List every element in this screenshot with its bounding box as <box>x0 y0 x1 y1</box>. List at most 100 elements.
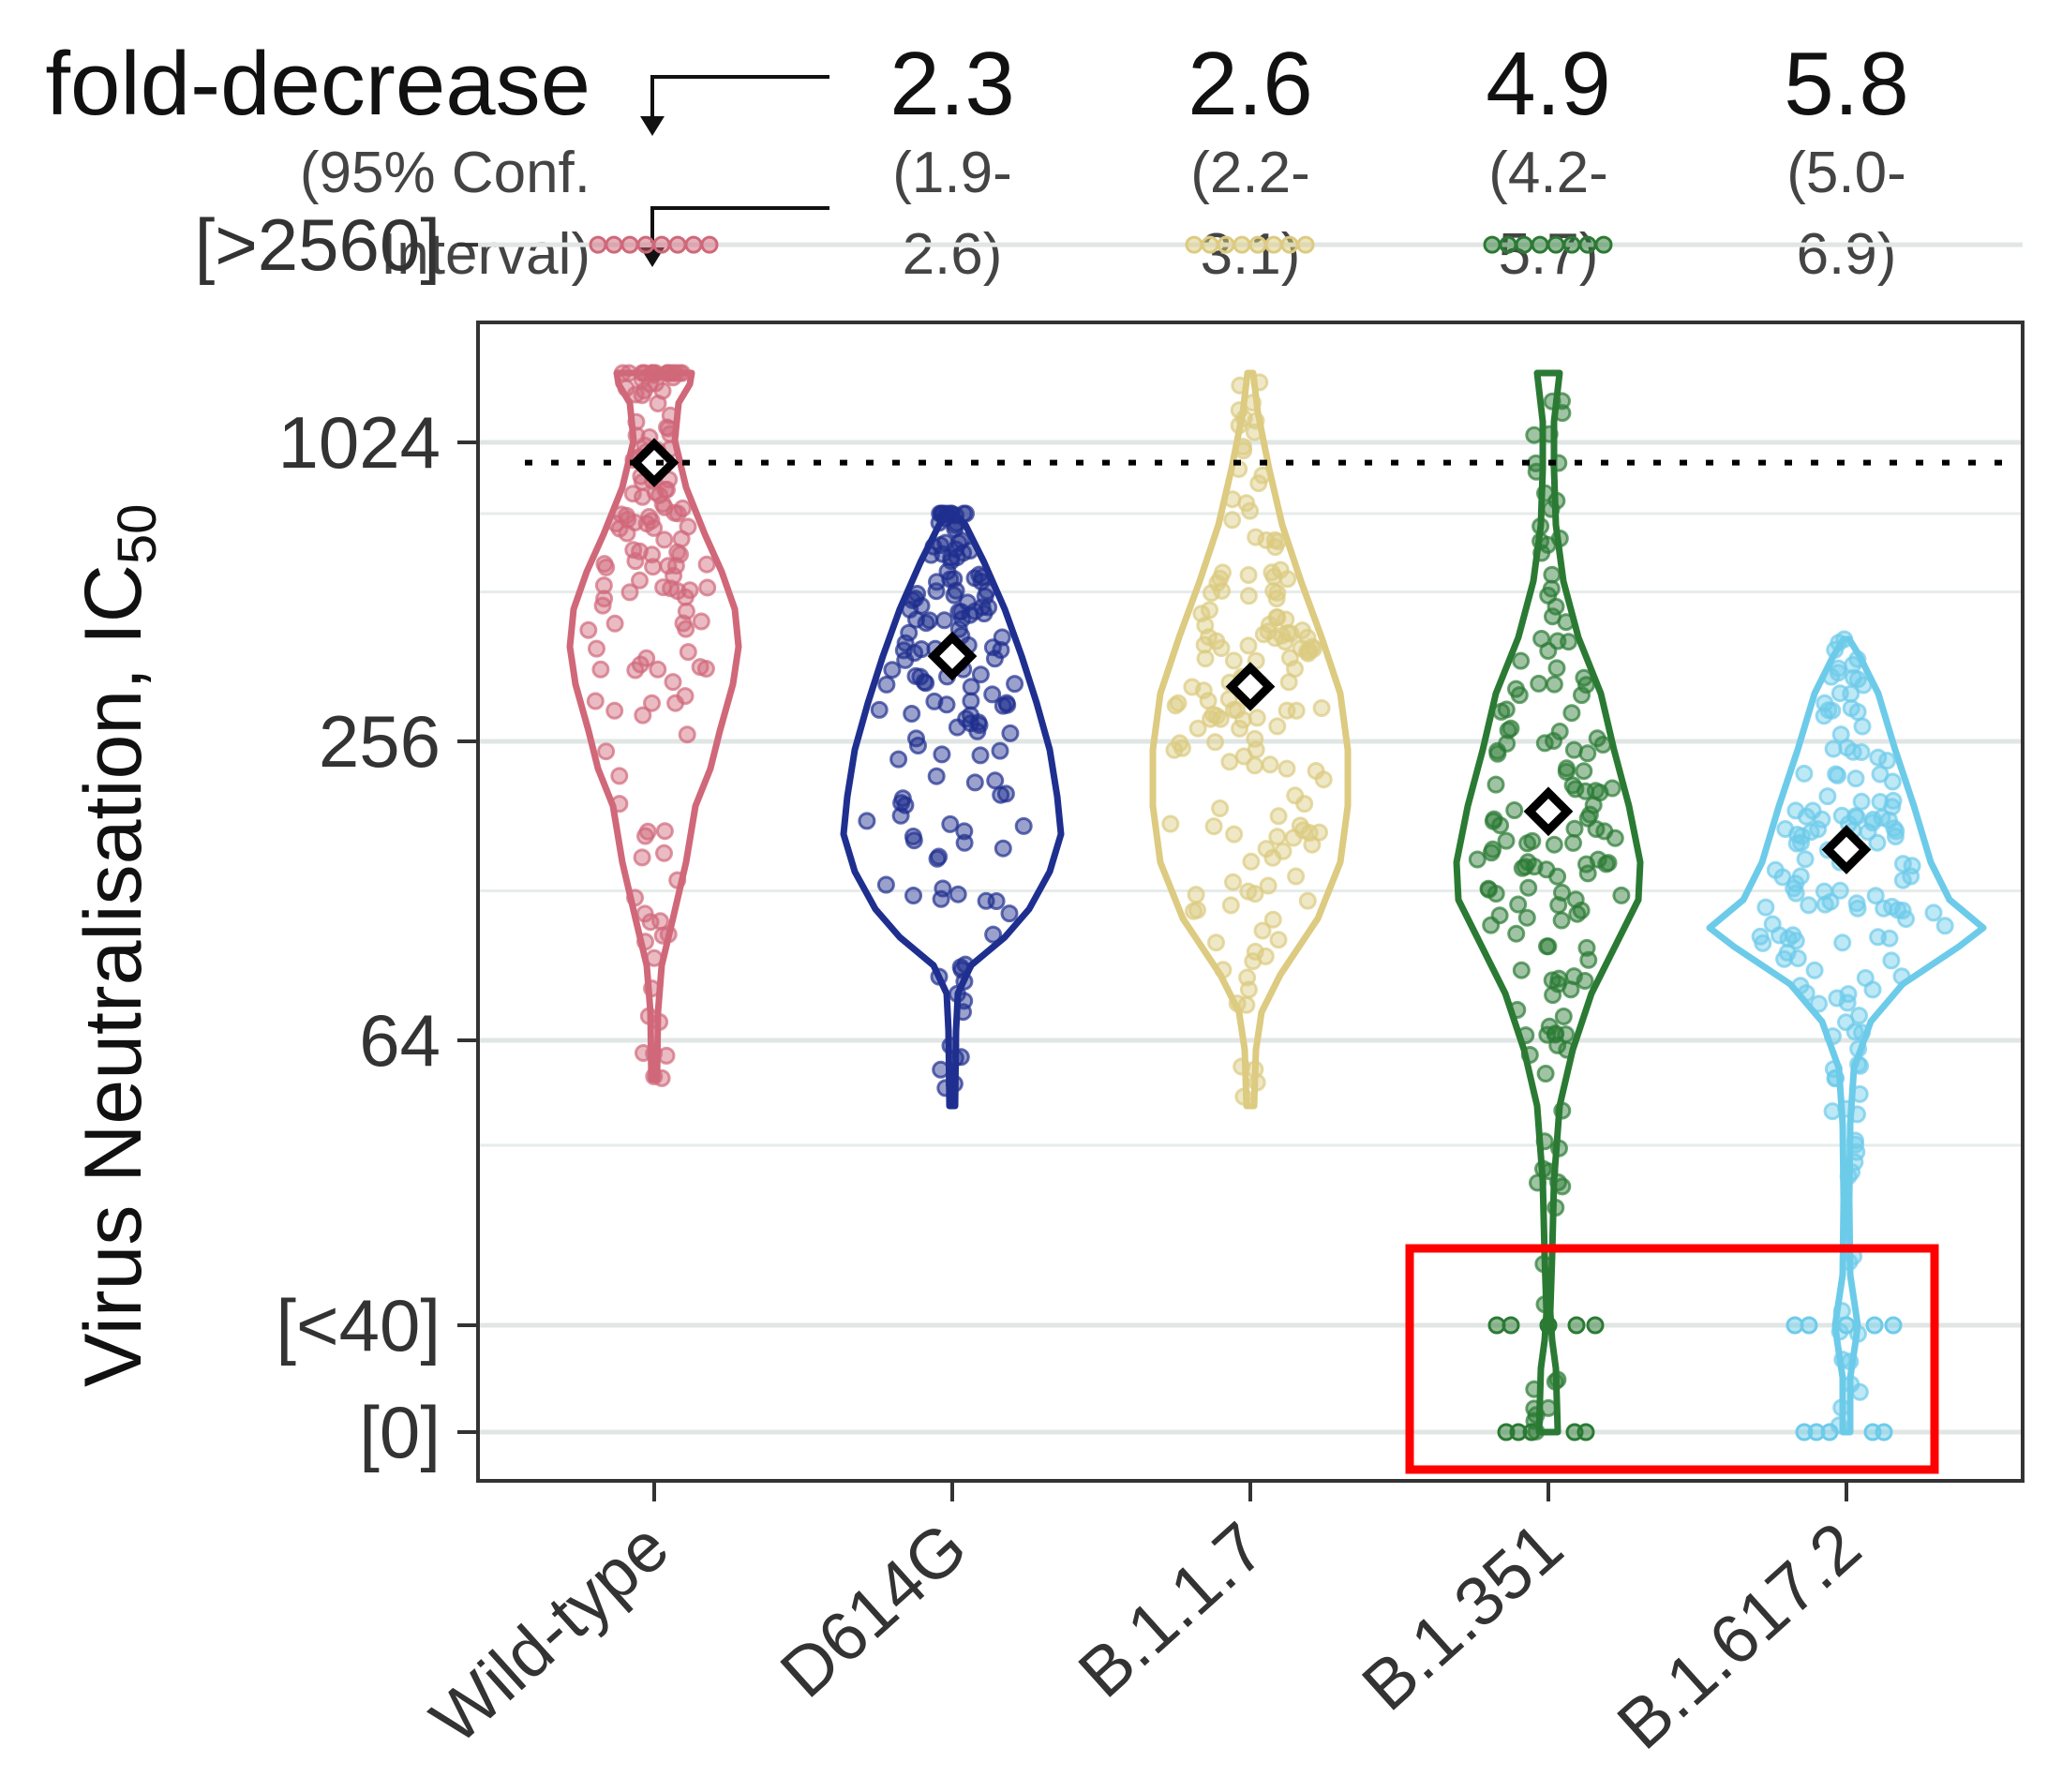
data-point <box>920 611 939 630</box>
data-point <box>1225 825 1244 844</box>
data-point <box>1515 235 1533 254</box>
data-point <box>1298 891 1317 910</box>
data-point <box>1509 895 1528 914</box>
data-point <box>677 620 695 638</box>
data-point <box>1479 880 1498 899</box>
data-point <box>1866 887 1885 905</box>
data-point <box>1268 828 1287 846</box>
data-point <box>1869 748 1888 767</box>
ci-upper: 3.1) <box>1201 222 1301 287</box>
data-point <box>659 557 678 575</box>
data-point <box>1281 624 1300 643</box>
fold-arrow-1 <box>640 75 829 136</box>
data-point <box>649 660 667 679</box>
data-point <box>947 581 965 600</box>
data-point <box>949 603 968 621</box>
data-point <box>1242 852 1261 871</box>
data-point <box>636 827 654 845</box>
data-point <box>605 614 624 633</box>
data-point <box>1284 829 1303 847</box>
data-point <box>1893 871 1912 889</box>
data-point <box>1801 823 1820 842</box>
data-point <box>1484 840 1502 859</box>
x-axis: Wild-type D614G B.1.1.7 B.1.351 B.1.617.2 <box>416 1481 1875 1764</box>
data-point <box>1564 967 1583 986</box>
data-point <box>883 661 902 679</box>
data-point <box>679 517 697 536</box>
data-point <box>927 767 946 785</box>
data-point <box>949 885 967 903</box>
data-point <box>1267 590 1286 608</box>
ci-label-line1: (95% Conf. <box>300 141 590 205</box>
data-point <box>1523 831 1542 850</box>
data-point <box>620 235 639 254</box>
data-point <box>605 235 623 254</box>
data-point <box>657 1046 676 1065</box>
data-point <box>1848 899 1867 918</box>
data-point <box>1224 651 1243 670</box>
data-point <box>1546 597 1565 616</box>
data-point <box>664 673 682 692</box>
data-point <box>647 374 665 393</box>
data-point <box>1499 235 1517 254</box>
data-point <box>1778 944 1797 962</box>
data-point <box>1488 741 1507 760</box>
data-point <box>1491 816 1510 835</box>
data-point <box>1532 630 1551 648</box>
data-point <box>1766 860 1785 879</box>
data-point <box>1539 937 1558 956</box>
data-point <box>634 706 652 724</box>
data-point <box>1239 587 1258 605</box>
data-point <box>992 641 1010 659</box>
violin-outline <box>566 369 742 1083</box>
data-point <box>991 741 1009 760</box>
data-point <box>1211 569 1230 588</box>
data-point <box>1552 911 1571 930</box>
data-point <box>1935 917 1954 935</box>
data-point <box>906 666 925 685</box>
ci-lower: (4.2- <box>1488 141 1607 205</box>
data-point <box>1199 692 1218 710</box>
data-point <box>1268 717 1287 736</box>
data-point <box>877 675 896 694</box>
data-point <box>1548 867 1567 886</box>
data-point <box>1796 850 1815 869</box>
data-point <box>1239 566 1258 584</box>
data-point <box>1588 729 1606 748</box>
y-axis-label-subscript: 50 <box>107 504 168 565</box>
data-point <box>1543 565 1561 584</box>
data-point <box>1869 928 1888 947</box>
data-point <box>1868 833 1887 852</box>
data-point <box>1253 921 1272 940</box>
data-point <box>1572 901 1591 919</box>
data-point <box>1884 1316 1903 1335</box>
ci-label-line2: Interval) <box>381 222 590 287</box>
data-point <box>1502 1316 1520 1335</box>
data-point <box>971 746 990 765</box>
data-point <box>1810 994 1828 1013</box>
data-point <box>1233 235 1251 254</box>
violin-group <box>566 235 742 1087</box>
data-point <box>698 578 717 597</box>
data-point <box>1269 807 1288 826</box>
data-point <box>618 524 636 543</box>
data-point <box>1594 235 1613 254</box>
data-point <box>996 784 1015 803</box>
data-point <box>1792 833 1810 852</box>
y-tick-label: 64 <box>359 999 441 1082</box>
ci-lower: (2.2- <box>1190 141 1309 205</box>
data-point <box>1603 779 1621 798</box>
data-point <box>965 773 984 792</box>
data-point <box>1567 1316 1586 1335</box>
median-marker <box>1821 825 1872 874</box>
data-point <box>1893 855 1912 874</box>
data-point <box>1233 710 1252 729</box>
data-point <box>927 582 946 601</box>
data-point <box>1271 560 1290 579</box>
data-point <box>1549 896 1568 915</box>
data-point <box>1863 980 1882 999</box>
data-point <box>1885 819 1904 838</box>
data-point <box>1286 786 1305 805</box>
data-point <box>1852 743 1871 761</box>
data-point <box>1829 664 1847 682</box>
